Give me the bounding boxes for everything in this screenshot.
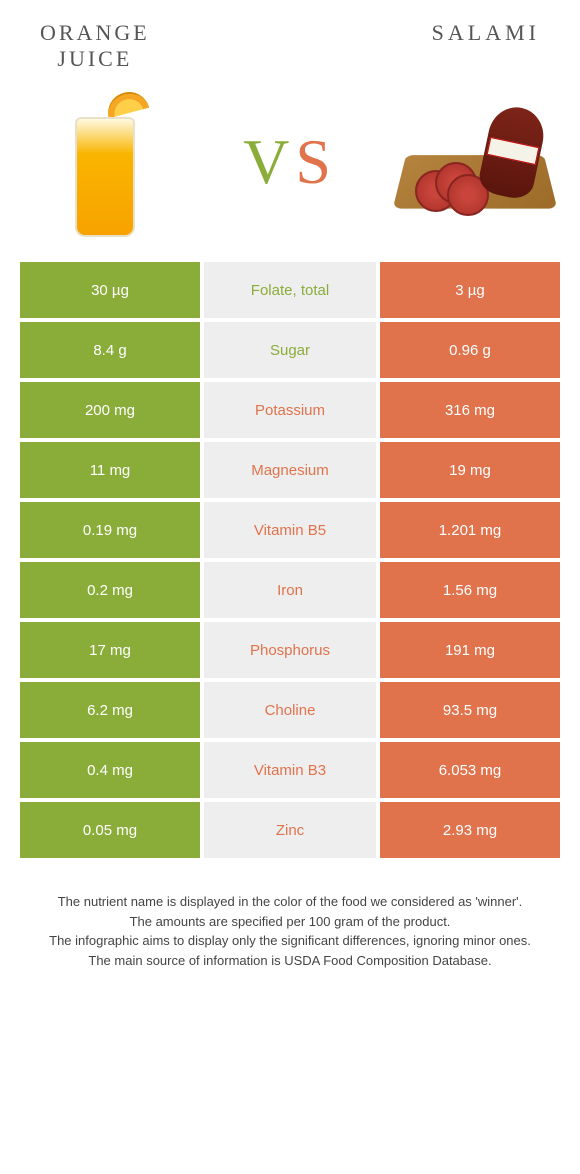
nutrient-label-cell: Magnesium [204, 442, 376, 498]
nutrient-table: 30 µgFolate, total3 µg8.4 gSugar0.96 g20… [20, 262, 560, 858]
right-value-cell: 1.56 mg [380, 562, 560, 618]
titles-row: ORANGE JUICE Salami [0, 0, 580, 72]
vs-label: VS [243, 125, 337, 199]
right-value-cell: 2.93 mg [380, 802, 560, 858]
table-row: 0.05 mgZinc2.93 mg [20, 802, 560, 858]
right-value-cell: 316 mg [380, 382, 560, 438]
table-row: 8.4 gSugar0.96 g [20, 322, 560, 378]
left-food-image [30, 82, 180, 242]
left-food-title: ORANGE JUICE [40, 20, 150, 72]
right-value-cell: 19 mg [380, 442, 560, 498]
left-value-cell: 17 mg [20, 622, 200, 678]
table-row: 0.19 mgVitamin B51.201 mg [20, 502, 560, 558]
left-value-cell: 0.4 mg [20, 742, 200, 798]
nutrient-label-cell: Vitamin B5 [204, 502, 376, 558]
table-row: 17 mgPhosphorus191 mg [20, 622, 560, 678]
left-value-cell: 6.2 mg [20, 682, 200, 738]
right-value-cell: 6.053 mg [380, 742, 560, 798]
table-row: 11 mgMagnesium19 mg [20, 442, 560, 498]
table-row: 6.2 mgCholine93.5 mg [20, 682, 560, 738]
nutrient-label-cell: Folate, total [204, 262, 376, 318]
left-value-cell: 8.4 g [20, 322, 200, 378]
nutrient-label-cell: Sugar [204, 322, 376, 378]
right-food-image [400, 82, 550, 242]
left-value-cell: 0.2 mg [20, 562, 200, 618]
right-value-cell: 93.5 mg [380, 682, 560, 738]
nutrient-label-cell: Potassium [204, 382, 376, 438]
footer-notes: The nutrient name is displayed in the co… [0, 862, 580, 1050]
table-row: 0.4 mgVitamin B36.053 mg [20, 742, 560, 798]
table-row: 30 µgFolate, total3 µg [20, 262, 560, 318]
left-value-cell: 0.05 mg [20, 802, 200, 858]
left-value-cell: 30 µg [20, 262, 200, 318]
left-value-cell: 200 mg [20, 382, 200, 438]
nutrient-label-cell: Vitamin B3 [204, 742, 376, 798]
left-value-cell: 11 mg [20, 442, 200, 498]
nutrient-label-cell: Zinc [204, 802, 376, 858]
right-value-cell: 0.96 g [380, 322, 560, 378]
footer-line: The nutrient name is displayed in the co… [25, 892, 555, 912]
table-row: 0.2 mgIron1.56 mg [20, 562, 560, 618]
footer-line: The main source of information is USDA F… [25, 951, 555, 971]
table-row: 200 mgPotassium316 mg [20, 382, 560, 438]
footer-line: The infographic aims to display only the… [25, 931, 555, 951]
nutrient-label-cell: Choline [204, 682, 376, 738]
right-value-cell: 1.201 mg [380, 502, 560, 558]
nutrient-label-cell: Iron [204, 562, 376, 618]
right-value-cell: 191 mg [380, 622, 560, 678]
right-food-title: Salami [432, 20, 540, 72]
nutrient-label-cell: Phosphorus [204, 622, 376, 678]
vs-s: S [295, 126, 337, 197]
left-value-cell: 0.19 mg [20, 502, 200, 558]
footer-line: The amounts are specified per 100 gram o… [25, 912, 555, 932]
vs-v: V [243, 126, 295, 197]
images-row: VS [0, 72, 580, 262]
right-value-cell: 3 µg [380, 262, 560, 318]
